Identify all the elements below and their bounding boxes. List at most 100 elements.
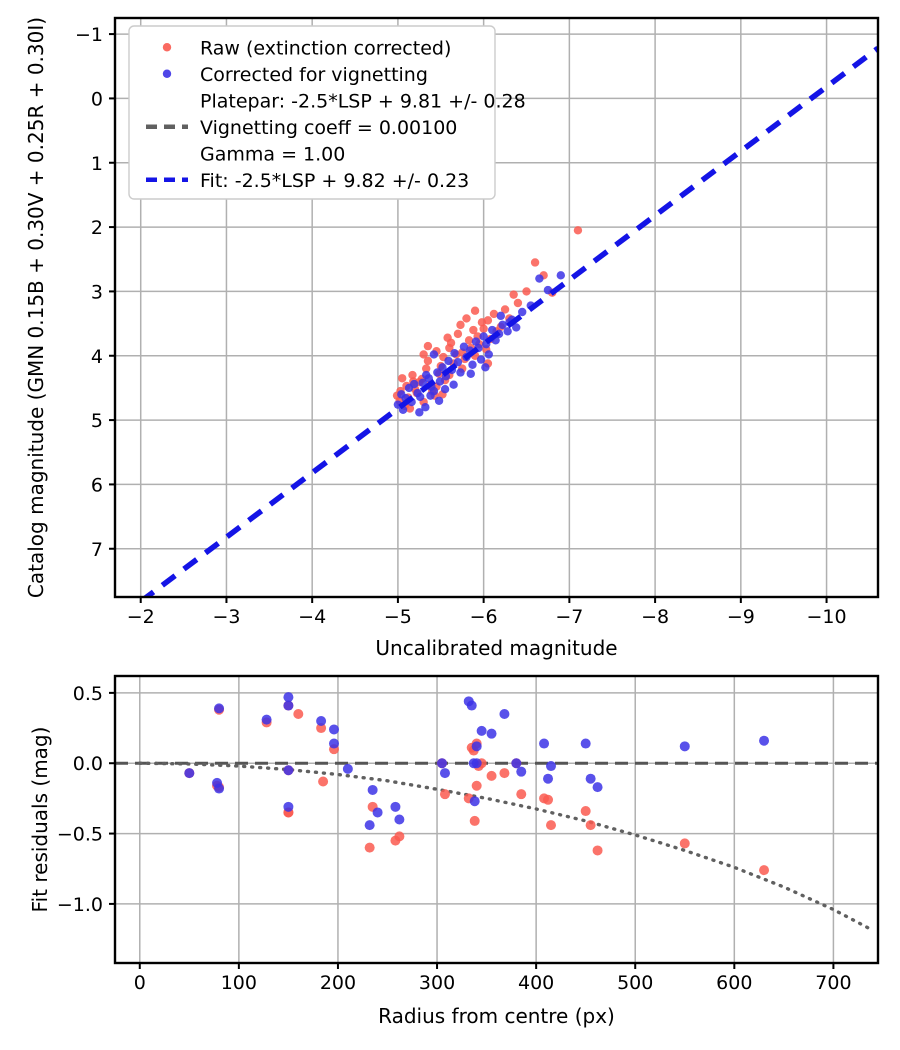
data-point (513, 298, 523, 308)
legend-label: Platepar: -2.5*LSP + 9.81 +/- 0.28 (200, 90, 526, 112)
data-point (293, 708, 304, 719)
data-point (426, 391, 435, 400)
y-tick-label: −0.5 (57, 824, 103, 846)
x-tick-label: −8 (641, 606, 669, 628)
data-point (422, 364, 431, 373)
data-point (592, 845, 603, 856)
y-tick-label: 0.5 (73, 683, 103, 705)
data-point (573, 226, 583, 235)
data-point (592, 782, 603, 793)
data-point (444, 356, 453, 366)
x-axis-label: Uncalibrated magnitude (375, 636, 617, 660)
legend: Raw (extinction corrected) Corrected for … (128, 25, 526, 200)
data-point (422, 370, 431, 380)
axes-fit-residuals: 0 100 200 300 400 500 600 700 0.5 0.0 −0.5 −1.0 Radi… (28, 674, 880, 1028)
data-point (466, 700, 477, 711)
data-point (439, 768, 450, 779)
data-point (423, 356, 433, 366)
data-point (471, 758, 482, 769)
y-tick-label: 7 (91, 539, 103, 561)
y-tick-label: 0.0 (73, 753, 103, 775)
data-point (394, 831, 405, 842)
y-tick-label: 6 (91, 474, 103, 496)
x-tick-label: −10 (807, 606, 847, 628)
data-point (435, 377, 445, 386)
data-layer (142, 46, 878, 597)
data-point (466, 369, 475, 378)
data-point (421, 403, 430, 412)
legend-label: Vignetting coeff = 0.00100 (200, 117, 457, 139)
data-point (440, 385, 450, 394)
data-point (439, 789, 450, 800)
data-point (469, 325, 478, 335)
y-tick-label: −1.0 (57, 894, 103, 916)
y-tick-label: 2 (91, 217, 103, 239)
data-point (429, 350, 439, 359)
x-tick-label: 300 (419, 972, 455, 994)
legend-label: Raw (extinction corrected) (200, 37, 451, 59)
data-point (364, 842, 375, 853)
data-point (484, 350, 493, 359)
plot-area (115, 676, 878, 963)
data-point (489, 309, 499, 319)
y-tick-label: 5 (91, 410, 103, 432)
data-point (446, 338, 456, 348)
x-axis-label: Radius from centre (px) (378, 1004, 615, 1028)
data-point (585, 773, 596, 784)
data-point (394, 814, 405, 825)
data-point (283, 765, 294, 776)
data-point (512, 323, 521, 332)
data-point (759, 735, 770, 746)
data-layer (115, 692, 878, 930)
data-point (408, 370, 417, 380)
data-point (470, 306, 480, 315)
legend-marker-dot (162, 69, 172, 78)
data-point (328, 724, 339, 735)
y-tick-label: 0 (91, 88, 103, 110)
x-tick-label: −9 (727, 606, 755, 628)
data-point (511, 758, 522, 769)
data-point (433, 368, 442, 377)
x-tick-label: 500 (617, 972, 653, 994)
data-point (456, 320, 465, 330)
data-point (184, 768, 195, 779)
data-point (328, 738, 339, 749)
data-point (539, 738, 550, 749)
data-point (486, 770, 497, 781)
data-point (405, 404, 415, 413)
fit-line (142, 46, 878, 597)
data-point (479, 324, 488, 333)
data-point (498, 320, 507, 330)
data-point (464, 336, 474, 345)
data-point (283, 692, 294, 703)
data-point (390, 801, 401, 812)
data-point (342, 763, 353, 774)
data-point (546, 820, 556, 831)
x-tick-label: 0 (134, 972, 146, 994)
x-tick-label: −7 (555, 606, 583, 628)
data-point (499, 708, 510, 719)
y-tick-label: 3 (91, 281, 103, 303)
data-point (580, 738, 591, 749)
x-tick-label: −5 (384, 606, 412, 628)
data-point (434, 396, 444, 405)
y-tick-label: 4 (91, 346, 103, 368)
data-point (471, 741, 482, 752)
data-point (585, 820, 596, 831)
data-point (469, 815, 480, 826)
data-point (214, 783, 225, 794)
legend-label: Fit: -2.5*LSP + 9.82 +/- 0.23 (200, 170, 469, 192)
x-tick-label: −6 (470, 606, 498, 628)
data-point (453, 329, 463, 339)
data-point (679, 741, 690, 752)
data-point (372, 807, 383, 818)
data-point (503, 327, 512, 336)
legend-box (128, 25, 496, 200)
legend-label: Gamma = 1.00 (200, 143, 345, 165)
data-point (479, 332, 488, 341)
axes-spines (113, 674, 880, 965)
data-point (530, 258, 540, 267)
data-point (456, 368, 465, 377)
data-point (500, 305, 510, 314)
